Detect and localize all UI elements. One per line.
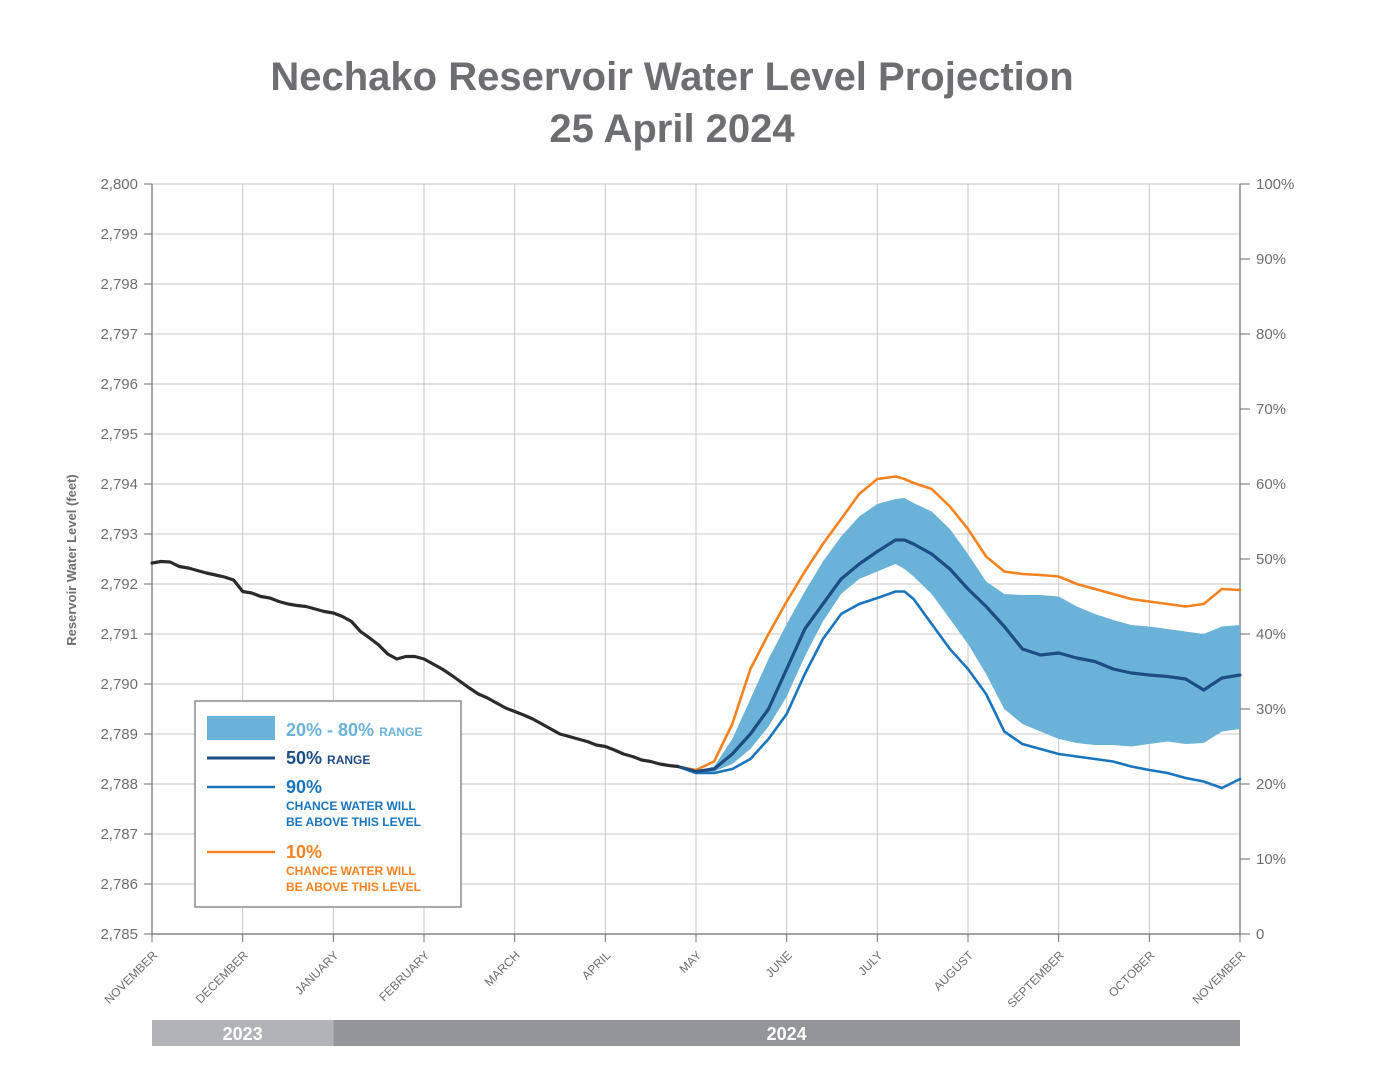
x-tick-label: APRIL <box>579 948 614 983</box>
y-tick-label: 2,787 <box>100 826 138 843</box>
y-tick-label: 2,786 <box>100 876 138 893</box>
legend-p90-pct: 90% <box>286 777 322 797</box>
legend-p10-pct: 10% <box>286 842 322 862</box>
x-tick-label: MARCH <box>482 948 523 989</box>
y-axis-label: Reservoir Water Level (feet) <box>64 474 79 645</box>
legend-p50-word: RANGE <box>327 753 370 767</box>
chart-title: Nechako Reservoir Water Level Projection <box>270 55 1073 99</box>
x-tick-label: JUNE <box>763 948 795 980</box>
series-line-p10 <box>676 475 1242 772</box>
y2-tick-label: 30% <box>1256 701 1286 718</box>
y-tick-label: 2,793 <box>100 526 138 543</box>
legend: 20% - 80% RANGE 50% RANGE 90% CHANCE WATER… <box>194 700 462 908</box>
y-tick-label: 2,795 <box>100 426 138 443</box>
y-tick-label: 2,792 <box>100 576 138 593</box>
year-segment <box>333 1020 1240 1046</box>
y2-tick-label: 40% <box>1256 626 1286 643</box>
x-tick-label: NOVEMBER <box>1190 948 1249 1007</box>
y-tick-label: 2,788 <box>100 776 138 793</box>
x-tick-label: JANUARY <box>292 948 341 997</box>
x-tick-label: FEBRUARY <box>376 948 432 1004</box>
y2-tick-label: 70% <box>1256 401 1286 418</box>
legend-band-word: RANGE <box>379 725 422 739</box>
y-tick-label: 2,799 <box>100 226 138 243</box>
legend-p10-line2: BE ABOVE THIS LEVEL <box>286 880 421 894</box>
x-tick-label: MAY <box>676 948 704 976</box>
legend-p90-line1: CHANCE WATER WILL <box>286 799 416 813</box>
series-line-p50 <box>676 538 1242 774</box>
y2-tick-label: 20% <box>1256 776 1286 793</box>
y2-tick-label: 10% <box>1256 851 1286 868</box>
legend-band-swatch <box>207 716 275 740</box>
legend-p90-line2: BE ABOVE THIS LEVEL <box>286 815 421 829</box>
y2-tick-label: 90% <box>1256 251 1286 268</box>
x-tick-label: JULY <box>855 948 885 978</box>
chart-subtitle: 25 April 2024 <box>549 107 795 151</box>
year-label: 2023 <box>223 1024 263 1044</box>
y-tick-label: 2,798 <box>100 276 138 293</box>
year-label: 2024 <box>767 1024 807 1044</box>
y2-tick-label: 80% <box>1256 326 1286 343</box>
y2-tick-label: 60% <box>1256 476 1286 493</box>
series-line-historical <box>150 559 680 769</box>
legend-p50-pct: 50% <box>286 748 322 768</box>
legend-p50-label: 50% RANGE <box>286 748 370 768</box>
x-tick-label: SEPTEMBER <box>1005 948 1067 1010</box>
legend-p10-line1: CHANCE WATER WILL <box>286 864 416 878</box>
y-tick-label: 2,789 <box>100 726 138 743</box>
band-20-80 <box>677 498 1240 773</box>
y2-tick-label: 50% <box>1256 551 1286 568</box>
series-line-p90 <box>676 590 1242 790</box>
legend-band-pct: 20% - 80% <box>286 720 374 740</box>
y-tick-label: 2,791 <box>100 626 138 643</box>
year-bar: 2023 2024 <box>152 1020 1240 1046</box>
y-tick-label: 2,800 <box>100 176 138 193</box>
y-tick-label: 2,790 <box>100 676 138 693</box>
x-tick-label: AUGUST <box>931 948 977 994</box>
year-segment <box>152 1020 334 1046</box>
y2-tick-label: 100% <box>1256 176 1294 193</box>
x-tick-label: OCTOBER <box>1106 948 1158 1000</box>
x-tick-label: DECEMBER <box>193 948 251 1006</box>
y-tick-label: 2,794 <box>100 476 138 493</box>
legend-band-label: 20% - 80% RANGE <box>286 720 422 740</box>
series <box>150 475 1242 790</box>
y-tick-label: 2,797 <box>100 326 138 343</box>
y-tick-label: 2,796 <box>100 376 138 393</box>
y2-tick-label: 0 <box>1256 926 1264 943</box>
x-tick-label: NOVEMBER <box>102 948 161 1007</box>
y-tick-label: 2,785 <box>100 926 138 943</box>
